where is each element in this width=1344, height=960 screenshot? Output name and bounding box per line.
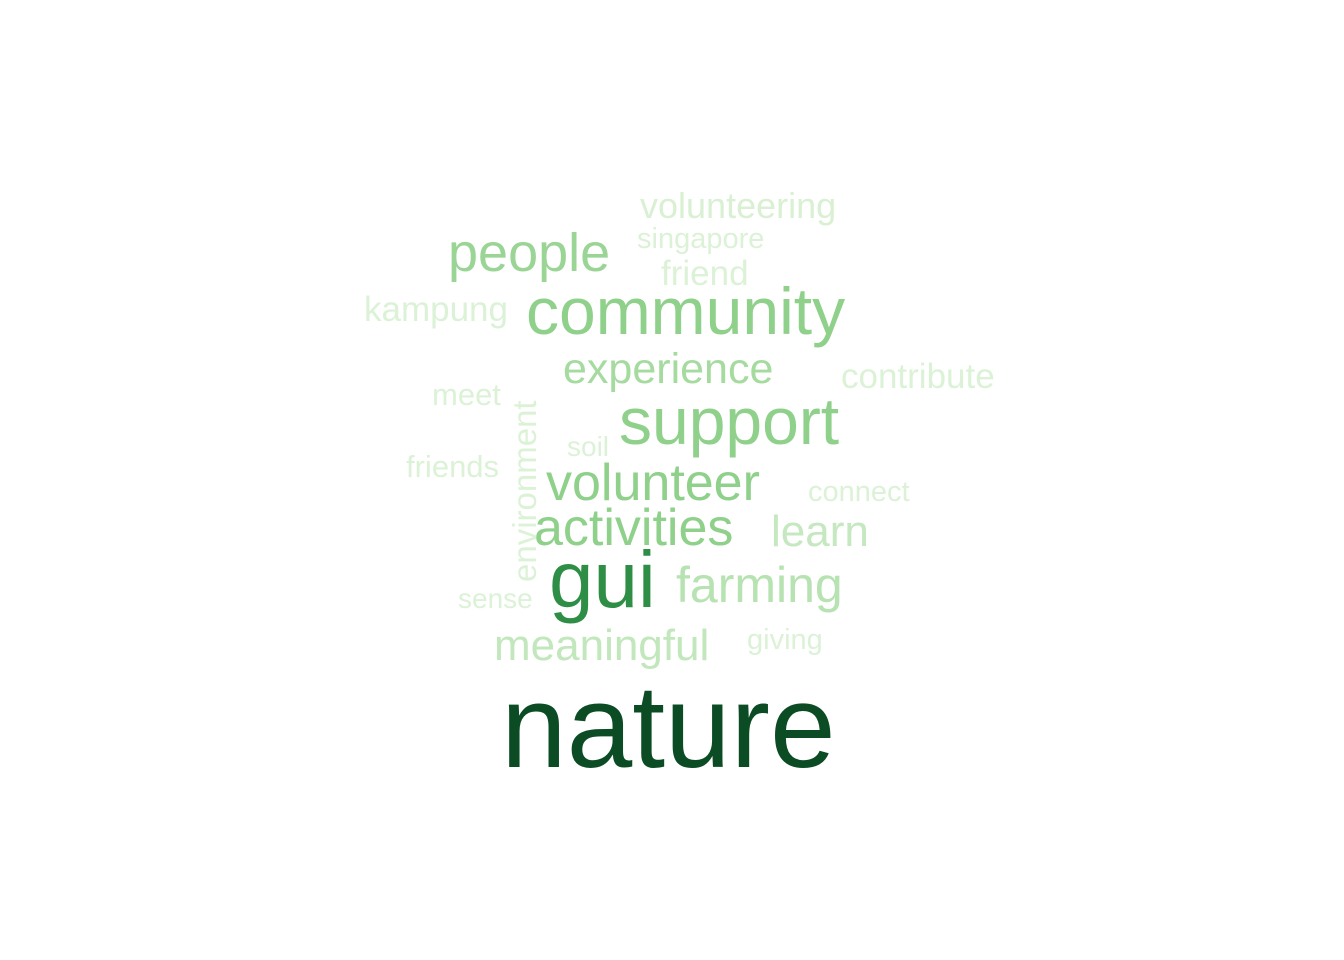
word-singapore: singapore: [637, 223, 765, 255]
word-gui: gui: [549, 535, 656, 624]
word-connect: connect: [808, 476, 910, 508]
word-nature: nature: [501, 661, 836, 793]
word-kampung: kampung: [364, 290, 508, 329]
word-people: people: [448, 223, 611, 283]
word-volunteering: volunteering: [640, 185, 837, 226]
word-contribute: contribute: [841, 357, 995, 396]
word-experience: experience: [563, 345, 774, 393]
word-friends: friends: [406, 449, 500, 484]
word-friend: friend: [661, 254, 749, 293]
word-community: community: [526, 274, 846, 348]
word-soil: soil: [567, 431, 610, 462]
word-activities: activities: [534, 499, 734, 557]
word-meet: meet: [432, 377, 501, 412]
word-sense: sense: [458, 583, 533, 614]
word-environment: environment: [506, 400, 543, 582]
word-farming: farming: [676, 557, 843, 613]
word-support: support: [619, 384, 840, 458]
word-giving: giving: [747, 624, 823, 656]
word-meaningful: meaningful: [494, 621, 710, 670]
word-volunteer: volunteer: [546, 454, 760, 512]
word-learn: learn: [771, 507, 869, 556]
